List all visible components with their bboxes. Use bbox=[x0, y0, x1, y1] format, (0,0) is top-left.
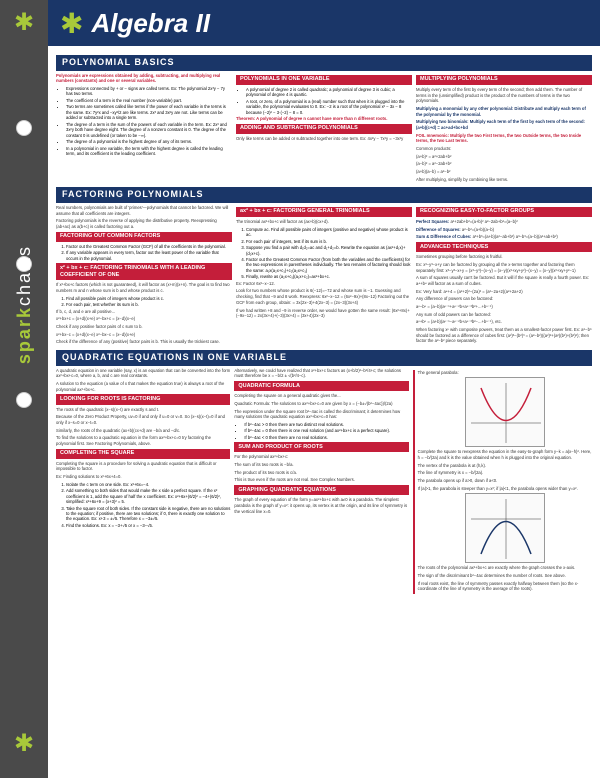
subhdr-formula: QUADRATIC FORMULA bbox=[234, 381, 408, 391]
gen-txt: The trinomial ax²+bx+c will factor as (a… bbox=[236, 219, 412, 225]
common-label: Common products: bbox=[416, 146, 592, 152]
easy-0: Perfect Squares: a²+2ab+b²=(a+b)² a²−2ab… bbox=[416, 219, 592, 225]
formula-1: (a−b)² = a²−2ab+b² bbox=[416, 161, 592, 167]
adv-t2ex: Ex: Very hard: a⁴+4 = (a²+2)²−(2a)² = (a… bbox=[416, 289, 592, 295]
subhdr-lead1: x² + bx + c: FACTORING TRINOMIALS WITH A… bbox=[56, 263, 232, 280]
theorem-roots: Theorem: A polynomial of degree n cannot… bbox=[236, 116, 412, 121]
lead1-ex2: x²+bx−c = (x+d)(x−e) x²−bx−c = (x−d)(x+e… bbox=[56, 332, 232, 338]
subhdr-sumroot: SUM AND PRODUCT OF ROOTS bbox=[234, 442, 408, 452]
quad-alt: Alternatively, we could have realized th… bbox=[234, 368, 408, 379]
poly-intro: Polynomials are expressions obtained by … bbox=[56, 73, 232, 84]
sumroot-txt: For the polynomial ax²+bx+c: bbox=[234, 454, 408, 460]
subhdr-easy: RECOGNIZING EASY-TO-FACTOR GROUPS bbox=[416, 207, 592, 217]
roots-txt: The roots of the quadratic (x−s)(x−t) ar… bbox=[56, 407, 230, 413]
addsub-txt: Only like terms can be added or subtract… bbox=[236, 136, 412, 142]
adv-t1: Sometimes grouping before factoring is f… bbox=[416, 254, 592, 260]
sumroot-sum: The sum of its two roots is −b/a. bbox=[234, 462, 408, 468]
page-title: Algebra II bbox=[91, 8, 209, 39]
subhdr-graph: GRAPHING QUADRATIC EQUATIONS bbox=[234, 485, 408, 495]
section-header-quadratic: QUADRATIC EQUATIONS IN ONE VARIABLE bbox=[56, 350, 592, 366]
easy-1: Difference of Squares: a²−b²=(a+b)(a−b) bbox=[416, 227, 592, 233]
genpar-sym: The line of symmetry is x = −b/(2a). bbox=[418, 470, 592, 476]
section-header-factoring: FACTORING POLYNOMIALS bbox=[56, 187, 592, 203]
sumroot-note: This is true even if the roots are not r… bbox=[234, 477, 408, 483]
genpar-txt: Complete the square to reexpress the equ… bbox=[418, 449, 592, 460]
lead1-steps: Find all possible pairs of integers whos… bbox=[56, 296, 232, 308]
onevar-pts: A polynomial of degree 2 is called quadr… bbox=[236, 87, 412, 115]
subhdr-gen: ax² + bx + c: FACTORING GENERAL TRINOMIA… bbox=[236, 207, 412, 217]
section-header-polynomial: POLYNOMIAL BASICS bbox=[56, 55, 592, 71]
subhdr-mult: MULTIPLYING POLYNOMIALS bbox=[416, 75, 592, 85]
gen-steps: Compute ac. Find all possible pairs of i… bbox=[236, 227, 412, 280]
genpar-shape: If |a|>1, the parabola is steeper than y… bbox=[418, 486, 592, 492]
common-steps: Factor out the Greatest Common Factor (G… bbox=[56, 244, 232, 261]
mult-p1: Multiply every term of the first by ever… bbox=[416, 87, 592, 104]
parabola-up-graph bbox=[465, 377, 545, 447]
genpar-vertex: The vertex of the parabola is at (h,k). bbox=[418, 463, 592, 469]
subhdr-roots: LOOKING FOR ROOTS IS FACTORING bbox=[56, 394, 230, 404]
genpar-open: The parabola opens up if a>0, down if a<… bbox=[418, 478, 592, 484]
foil: FOIL mnemonic: Multiply the two First te… bbox=[416, 133, 592, 144]
mult-after: After multiplying, simplify by combining… bbox=[416, 177, 592, 183]
formula-txt: Completing the square on a general quadr… bbox=[234, 393, 408, 399]
formula-0: (a+b)² = a²+2ab+b² bbox=[416, 154, 592, 160]
lead1-txt: If x²+bx+c factors (which is not guarant… bbox=[56, 282, 232, 293]
gen-note: If we had written +8 and −9 in reverse o… bbox=[236, 308, 412, 319]
adv-t1ex: Ex: x³−y³−x+y can be factored by groupin… bbox=[416, 262, 592, 273]
roots-so: To find the solutions to a quadratic equ… bbox=[56, 435, 230, 446]
asterisk-icon: ✱ bbox=[14, 729, 34, 758]
subhdr-common: FACTORING OUT COMMON FACTORS bbox=[56, 232, 232, 242]
roots-why: Because of the Zero Product Property, uv… bbox=[56, 414, 230, 425]
main-content: ✱ Algebra II POLYNOMIAL BASICS Polynomia… bbox=[48, 0, 600, 778]
gen-ex: Ex: Factor 6x²−x−12. bbox=[236, 281, 412, 287]
gen-exsteps: Look for two numbers whose product is 6(… bbox=[236, 288, 412, 305]
formula-2: (a+b)(a−b) = a²−b² bbox=[416, 169, 592, 175]
roots-sim: Similarly, the roots of the quadratic (a… bbox=[56, 428, 230, 434]
genpar-hdr: The general parabola: bbox=[418, 370, 592, 376]
lead1-ex: x²+bx+c = (x+d)(x+e) x²−bx+c = (x−d)(x−e… bbox=[56, 316, 232, 322]
quad-intro2: A solution to the equation (a value of x… bbox=[56, 381, 230, 392]
graph-txt: The graph of every equation of the form … bbox=[234, 497, 408, 514]
subhdr-addsub: ADDING AND SUBTRACTING POLYNOMIALS bbox=[236, 124, 412, 134]
subhdr-adv: ADVANCED TECHNIQUES bbox=[416, 242, 592, 252]
factor-intro2: Factoring polynomials is the reverse of … bbox=[56, 218, 232, 229]
disc-cases: If b²−4ac > 0 then there are two distinc… bbox=[234, 422, 408, 440]
formula-disc: The expression under the square root b²−… bbox=[234, 409, 408, 420]
title-bar: ✱ Algebra II bbox=[48, 0, 600, 46]
subhdr-square: COMPLETING THE SQUARE bbox=[56, 449, 230, 459]
square-ex: Ex: Finding solutions to x²+6x+4=0. bbox=[56, 474, 230, 480]
square-txt: Completing the square is a procedure for… bbox=[56, 461, 230, 472]
lead1-cases: If b, c, d, and e are all positive... bbox=[56, 309, 232, 315]
lead1-chk2: Check if the difference of any (positive… bbox=[56, 339, 232, 345]
mult-p2: Multiplying a monomial by any other poly… bbox=[416, 106, 592, 117]
quad-intro: A quadratic equation in one variable (sa… bbox=[56, 368, 230, 379]
brand-sidebar: ✱ sparkcharts ✱ bbox=[0, 0, 48, 778]
adv-t4: Any sum of odd powers can be factored: bbox=[416, 312, 592, 318]
square-steps: Isolate the c term on one side. Ex: x²+6… bbox=[56, 482, 230, 529]
parabola-down-graph bbox=[465, 493, 545, 563]
genpar-sym2: If real roots exist, the line of symmetr… bbox=[418, 581, 592, 592]
sumroot-prod: The product of its two roots is c/a. bbox=[234, 470, 408, 476]
brand-text: sparkcharts bbox=[14, 245, 35, 364]
adv-t5: When factoring xⁿ with composite powers,… bbox=[416, 327, 592, 344]
star-icon: ✱ bbox=[60, 7, 83, 40]
adv-t4f: aⁿ+bⁿ = (a+b)(aⁿ⁻¹−aⁿ⁻²b+aⁿ⁻³b²−...+bⁿ⁻¹… bbox=[416, 319, 592, 325]
formula-f: Quadratic Formula: The solutions to ax²+… bbox=[234, 401, 408, 407]
genpar-discgeo: The sign of the discriminant b²−4ac dete… bbox=[418, 573, 592, 579]
lead1-chk: Check if any positive factor pairs of c … bbox=[56, 324, 232, 330]
adv-t2: A sum of squares usually can't be factor… bbox=[416, 275, 592, 286]
asterisk-icon: ✱ bbox=[14, 8, 34, 37]
factor-intro: Real numbers, polynomials are built of '… bbox=[56, 205, 232, 216]
genpar-rootsgeo: The roots of the polynomial ax²+bx+c are… bbox=[418, 565, 592, 571]
mult-p3: Multiplying two binomials: Multiply each… bbox=[416, 119, 592, 130]
easy-2: Sum & Difference of Cubes: a³+b³=(a+b)(a… bbox=[416, 234, 592, 240]
adv-t3: Any difference of powers can be factored… bbox=[416, 296, 592, 302]
adv-t3f: aⁿ−bⁿ = (a−b)(aⁿ⁻¹+aⁿ⁻²b+aⁿ⁻³b²+...+bⁿ⁻¹… bbox=[416, 304, 592, 310]
poly-bullets: Expressions connected by + or − signs ar… bbox=[56, 86, 232, 156]
subhdr-onevar: POLYNOMIALS IN ONE VARIABLE bbox=[236, 75, 412, 85]
